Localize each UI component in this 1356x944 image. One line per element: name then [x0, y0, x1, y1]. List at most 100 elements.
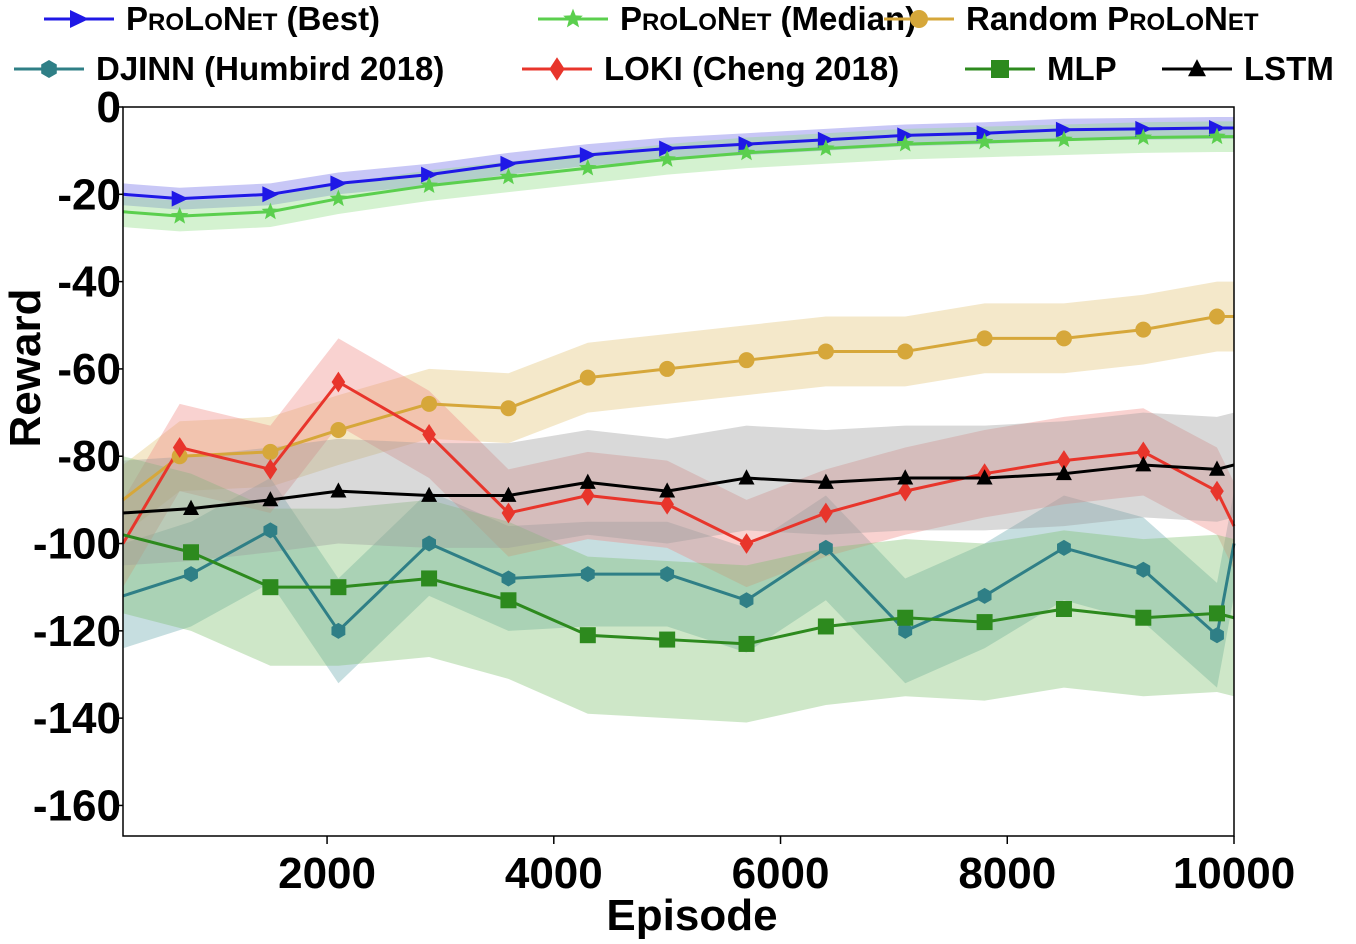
mlp-point	[817, 618, 834, 635]
mlp-point	[976, 614, 993, 631]
prolonet-best-band	[123, 117, 1234, 210]
series-markers	[170, 119, 1226, 652]
mlp-point	[421, 570, 438, 587]
loki-cheng-2018-point	[501, 502, 516, 524]
mlp-point	[1208, 605, 1225, 622]
lstm-point	[659, 482, 676, 498]
y-tick-label: -80	[57, 432, 121, 481]
random-prolonet-point	[1055, 330, 1072, 347]
djinn-humbird-2018-point	[1210, 627, 1224, 644]
lstm-point	[1055, 464, 1072, 481]
legend-marker-djinn-humbird-2018	[41, 60, 57, 78]
legend-entry-lstm: LSTM	[1162, 50, 1334, 87]
prolonet-median-point	[499, 167, 518, 185]
lstm-point	[976, 469, 993, 485]
prolonet-best-point	[738, 136, 756, 153]
prolonet-best-point	[1135, 120, 1153, 137]
loki-cheng-2018-point	[1210, 480, 1224, 502]
y-tick-label: -140	[33, 694, 121, 743]
lstm-point	[330, 482, 347, 498]
prolonet-best-point	[976, 125, 994, 142]
prolonet-best-line	[122, 126, 1234, 201]
loki-cheng-2018-point	[660, 493, 674, 515]
prolonet-median-point	[170, 206, 189, 224]
prolonet-median-point	[1208, 127, 1226, 145]
random-prolonet-line	[122, 315, 1234, 502]
mlp-point	[500, 592, 517, 609]
lstm-point	[1208, 460, 1225, 476]
random-prolonet-point	[897, 343, 914, 360]
y-axis-ticks: 0 -20 -40 -60 -80 -100 -120 -140 -160	[33, 83, 123, 830]
series-lines	[121, 126, 1236, 646]
prolonet-best-point	[897, 127, 915, 144]
prolonet-best-point	[817, 131, 835, 148]
legend: PROLONET (Best) PROLONET (Median) Random P…	[14, 0, 1334, 87]
legend-label-prolonet-best: PROLONET (Best)	[126, 0, 380, 37]
y-tick-label: -160	[33, 781, 121, 830]
loki-cheng-2018-point	[739, 533, 754, 554]
djinn-humbird-2018-point	[331, 622, 346, 639]
legend-marker-prolonet-best	[70, 10, 89, 28]
y-tick-label: -120	[33, 607, 121, 656]
legend-label-mlp: MLP	[1047, 50, 1117, 87]
random-prolonet-point	[579, 369, 596, 386]
x-axis-ticks: 2000 4000 6000 8000 10000	[278, 836, 1295, 898]
djinn-humbird-2018-line	[122, 528, 1236, 637]
legend-marker-lstm	[1188, 59, 1206, 77]
prolonet-median-line	[122, 135, 1234, 218]
mlp-band	[123, 456, 1234, 723]
prolonet-best-point	[330, 175, 348, 192]
lstm-point	[262, 491, 279, 507]
djinn-humbird-2018-point	[977, 587, 992, 604]
y-tick-label: 0	[97, 83, 121, 132]
loki-cheng-2018-point	[331, 371, 346, 393]
prolonet-best-point	[171, 190, 189, 207]
random-prolonet-point	[817, 343, 834, 360]
mlp-point	[330, 579, 347, 596]
legend-label-loki-cheng-2018: LOKI (Cheng 2018)	[604, 50, 899, 87]
djinn-humbird-2018-point	[739, 592, 754, 609]
loki-cheng-2018-point	[1057, 450, 1071, 471]
mlp-point	[738, 635, 755, 652]
random-prolonet-point	[330, 422, 347, 439]
x-tick-label: 8000	[958, 849, 1056, 898]
random-prolonet-band	[123, 281, 1234, 535]
prolonet-median-point	[329, 189, 348, 207]
mlp-point	[1135, 609, 1152, 626]
mlp-point	[579, 627, 596, 644]
mlp-point	[1055, 601, 1072, 618]
djinn-humbird-2018-point	[1057, 539, 1071, 556]
djinn-humbird-2018-point	[1136, 561, 1151, 578]
legend-marker-random-prolonet	[910, 10, 928, 28]
mlp-point	[659, 631, 676, 648]
random-prolonet-point	[1135, 321, 1152, 338]
djinn-humbird-2018-point	[660, 566, 675, 583]
djinn-humbird-2018-point	[898, 622, 913, 639]
legend-marker-prolonet-median	[563, 8, 583, 28]
loki-cheng-2018-point	[581, 485, 595, 506]
x-tick-label: 2000	[278, 849, 376, 898]
djinn-humbird-2018-point	[422, 535, 437, 552]
prolonet-best-point	[1055, 121, 1073, 138]
random-prolonet-point	[976, 330, 993, 347]
prolonet-median-point	[579, 158, 597, 176]
legend-entry-loki-cheng-2018: LOKI (Cheng 2018)	[522, 50, 899, 87]
prolonet-median-point	[658, 150, 676, 167]
prolonet-best-point	[262, 186, 280, 203]
random-prolonet-point	[1208, 308, 1225, 325]
lstm-point	[817, 473, 834, 489]
prolonet-median-point	[975, 132, 994, 150]
mlp-line	[122, 533, 1235, 646]
legend-marker-loki-cheng-2018	[549, 57, 565, 81]
mlp-point	[183, 544, 200, 561]
lstm-point	[500, 486, 517, 502]
y-tick-label: -60	[57, 345, 121, 394]
x-tick-label: 10000	[1173, 849, 1295, 898]
prolonet-median-point	[1134, 128, 1153, 145]
x-tick-label: 6000	[732, 849, 830, 898]
djinn-humbird-2018-point	[184, 566, 198, 583]
legend-entry-prolonet-best: PROLONET (Best)	[44, 0, 380, 37]
prolonet-median-point	[1055, 130, 1073, 148]
y-tick-label: -40	[57, 258, 121, 307]
